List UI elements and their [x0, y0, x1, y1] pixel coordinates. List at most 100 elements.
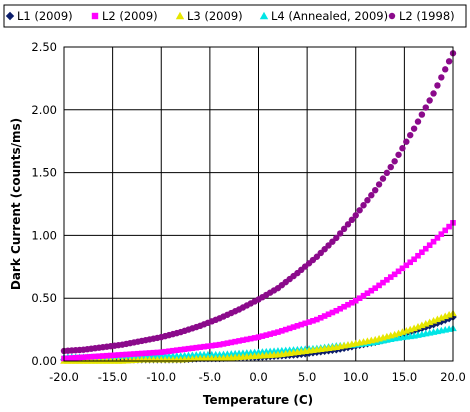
data-point: [364, 197, 371, 204]
data-point: [426, 97, 433, 104]
data-point: [445, 58, 453, 65]
data-point: [216, 341, 223, 348]
series-layer: [60, 50, 457, 364]
data-point: [142, 350, 149, 357]
data-point: [232, 338, 238, 345]
data-point: [360, 292, 367, 299]
data-point: [418, 111, 426, 118]
series-4: [60, 50, 457, 355]
data-point: [399, 145, 406, 152]
data-point: [442, 227, 449, 234]
data-point: [84, 354, 91, 360]
data-point: [387, 274, 394, 280]
data-point: [438, 74, 445, 81]
data-point: [380, 279, 386, 286]
legend-entry: L2 (2009): [91, 9, 158, 23]
data-point: [251, 335, 258, 341]
data-point: [185, 345, 192, 352]
legend-entry: L3 (2009): [175, 9, 243, 23]
data-point: [415, 252, 421, 259]
data-point: [65, 355, 71, 362]
data-point: [150, 349, 157, 356]
data-point: [434, 82, 441, 89]
data-point: [76, 354, 83, 361]
data-point: [255, 334, 262, 340]
data-point: [407, 131, 414, 139]
data-point: [271, 330, 277, 336]
data-point: [383, 169, 391, 177]
data-point: [364, 290, 371, 296]
x-tick-label: 20.0: [440, 370, 466, 384]
data-point: [395, 268, 402, 275]
data-point: [139, 350, 145, 357]
x-tick-label: 5.0: [298, 370, 316, 384]
data-point: [111, 352, 118, 359]
data-point: [368, 287, 375, 294]
data-point: [240, 337, 246, 343]
legend-label: L2 (2009): [102, 9, 158, 23]
x-tick-label: -10.0: [146, 370, 176, 384]
legend-marker: [91, 12, 99, 20]
data-point: [410, 125, 418, 132]
data-point: [345, 301, 351, 308]
data-point: [103, 352, 110, 359]
data-point: [356, 295, 363, 301]
data-point: [341, 303, 347, 310]
data-point: [302, 320, 308, 327]
data-point: [189, 345, 196, 351]
data-point: [72, 354, 79, 361]
data-point: [170, 347, 176, 354]
data-point: [414, 118, 422, 125]
data-point: [193, 344, 200, 351]
data-point: [263, 332, 270, 338]
data-point: [88, 353, 95, 360]
y-tick-label: 1.50: [31, 166, 57, 180]
data-point: [372, 285, 378, 291]
data-point: [422, 245, 429, 252]
y-tick-label: 2.00: [31, 103, 57, 117]
data-point: [314, 316, 320, 323]
data-point: [115, 352, 122, 358]
data-point: [333, 234, 340, 242]
data-point: [340, 225, 348, 233]
x-tick-label: -20.0: [49, 370, 79, 384]
data-point: [212, 342, 219, 348]
y-tick-label: 0.00: [31, 354, 57, 368]
data-point: [259, 333, 266, 339]
data-point: [352, 212, 359, 219]
y-tick-label: 0.50: [31, 291, 57, 305]
data-point: [306, 319, 312, 325]
data-point: [360, 202, 367, 209]
data-point: [421, 323, 430, 331]
data-point: [329, 309, 336, 316]
data-point: [438, 231, 445, 237]
data-point: [294, 323, 301, 329]
data-point: [344, 221, 352, 228]
data-point: [437, 317, 446, 326]
data-point: [247, 335, 254, 342]
data-point: [236, 338, 242, 344]
data-point: [107, 352, 114, 359]
legend-label: L3 (2009): [187, 9, 243, 23]
data-point: [441, 316, 450, 324]
data-point: [162, 348, 168, 355]
data-point: [290, 324, 297, 330]
data-point: [244, 336, 250, 343]
data-point: [209, 342, 215, 349]
data-point: [348, 216, 356, 224]
data-point: [224, 340, 231, 346]
data-point: [368, 192, 375, 199]
legend-label: L4 (Annealed, 2009): [271, 9, 388, 23]
data-point: [197, 344, 203, 350]
y-tick-label: 2.50: [31, 40, 57, 54]
y-axis-title: Dark Current (counts/ms): [9, 118, 23, 290]
x-tick-label: 15.0: [392, 370, 418, 384]
legend-marker: [388, 12, 396, 20]
legend: L1 (2009) L2 (2009) L3 (2009) L4 (Annealed,…: [3, 4, 467, 28]
legend-marker: [175, 11, 185, 20]
data-point: [158, 349, 165, 356]
data-point: [442, 66, 449, 73]
y-tick-labels: 0.00 0.50 1.00 1.50 2.00 2.50: [31, 40, 57, 368]
data-point: [384, 277, 390, 283]
